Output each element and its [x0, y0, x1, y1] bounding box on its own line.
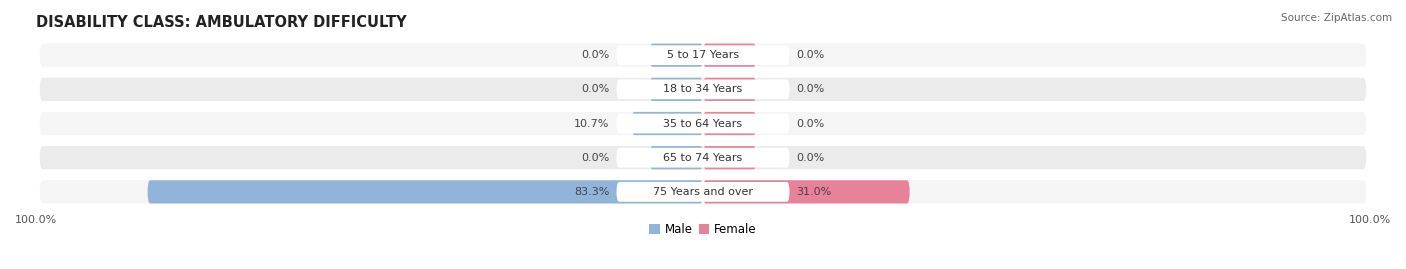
FancyBboxPatch shape — [650, 78, 703, 101]
FancyBboxPatch shape — [616, 45, 790, 65]
Text: Source: ZipAtlas.com: Source: ZipAtlas.com — [1281, 13, 1392, 23]
FancyBboxPatch shape — [703, 180, 910, 203]
Text: 83.3%: 83.3% — [574, 187, 610, 197]
Text: 0.0%: 0.0% — [796, 153, 824, 163]
FancyBboxPatch shape — [616, 182, 790, 202]
Text: 35 to 64 Years: 35 to 64 Years — [664, 119, 742, 129]
FancyBboxPatch shape — [39, 146, 1367, 169]
Text: 0.0%: 0.0% — [796, 84, 824, 94]
Text: 18 to 34 Years: 18 to 34 Years — [664, 84, 742, 94]
FancyBboxPatch shape — [703, 78, 756, 101]
Text: 65 to 74 Years: 65 to 74 Years — [664, 153, 742, 163]
FancyBboxPatch shape — [39, 180, 1367, 203]
FancyBboxPatch shape — [39, 44, 1367, 67]
FancyBboxPatch shape — [703, 112, 756, 135]
FancyBboxPatch shape — [631, 112, 703, 135]
FancyBboxPatch shape — [650, 146, 703, 169]
FancyBboxPatch shape — [148, 180, 703, 203]
Text: 0.0%: 0.0% — [796, 119, 824, 129]
Text: 5 to 17 Years: 5 to 17 Years — [666, 50, 740, 60]
Text: 0.0%: 0.0% — [582, 50, 610, 60]
Legend: Male, Female: Male, Female — [645, 218, 761, 241]
Text: DISABILITY CLASS: AMBULATORY DIFFICULTY: DISABILITY CLASS: AMBULATORY DIFFICULTY — [37, 15, 406, 30]
FancyBboxPatch shape — [703, 146, 756, 169]
FancyBboxPatch shape — [616, 148, 790, 168]
Text: 0.0%: 0.0% — [796, 50, 824, 60]
FancyBboxPatch shape — [703, 44, 756, 67]
Text: 31.0%: 31.0% — [796, 187, 831, 197]
Text: 10.7%: 10.7% — [574, 119, 610, 129]
FancyBboxPatch shape — [650, 44, 703, 67]
Text: 0.0%: 0.0% — [582, 84, 610, 94]
FancyBboxPatch shape — [616, 114, 790, 133]
Text: 75 Years and over: 75 Years and over — [652, 187, 754, 197]
FancyBboxPatch shape — [39, 78, 1367, 101]
FancyBboxPatch shape — [616, 79, 790, 99]
FancyBboxPatch shape — [39, 112, 1367, 135]
Text: 0.0%: 0.0% — [582, 153, 610, 163]
